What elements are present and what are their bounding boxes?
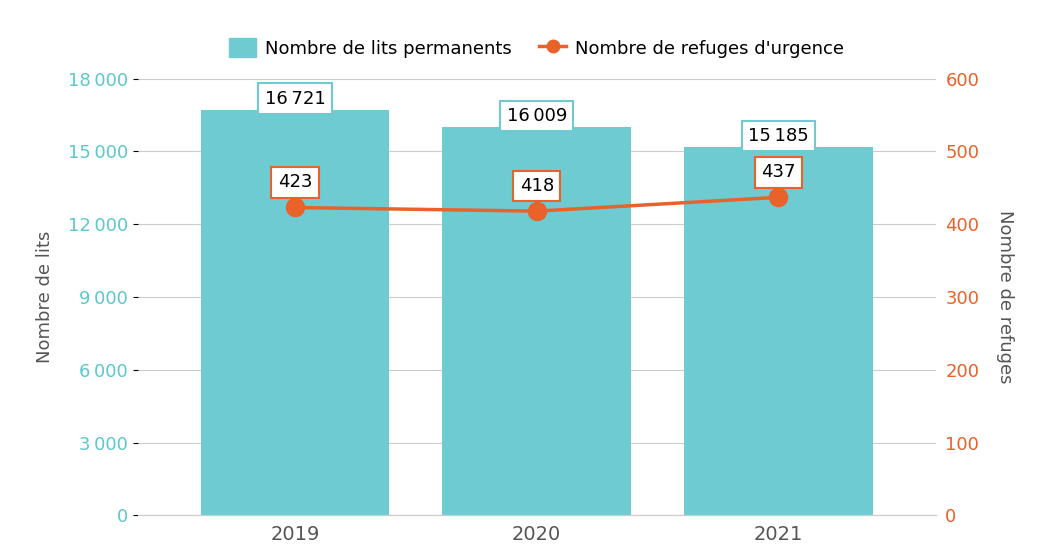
Text: 16 009: 16 009 [506,107,567,125]
Text: 437: 437 [761,163,796,181]
Y-axis label: Nombre de refuges: Nombre de refuges [996,210,1014,383]
Text: 15 185: 15 185 [748,127,808,145]
Bar [201,110,390,515]
Y-axis label: Nombre de lits: Nombre de lits [36,231,54,363]
Text: 16 721: 16 721 [265,90,326,108]
Text: 418: 418 [520,177,553,195]
Text: 423: 423 [278,173,312,192]
Bar [442,127,631,515]
Legend: Nombre de lits permanents, Nombre de refuges d'urgence: Nombre de lits permanents, Nombre de ref… [222,31,852,65]
Bar [685,147,873,515]
